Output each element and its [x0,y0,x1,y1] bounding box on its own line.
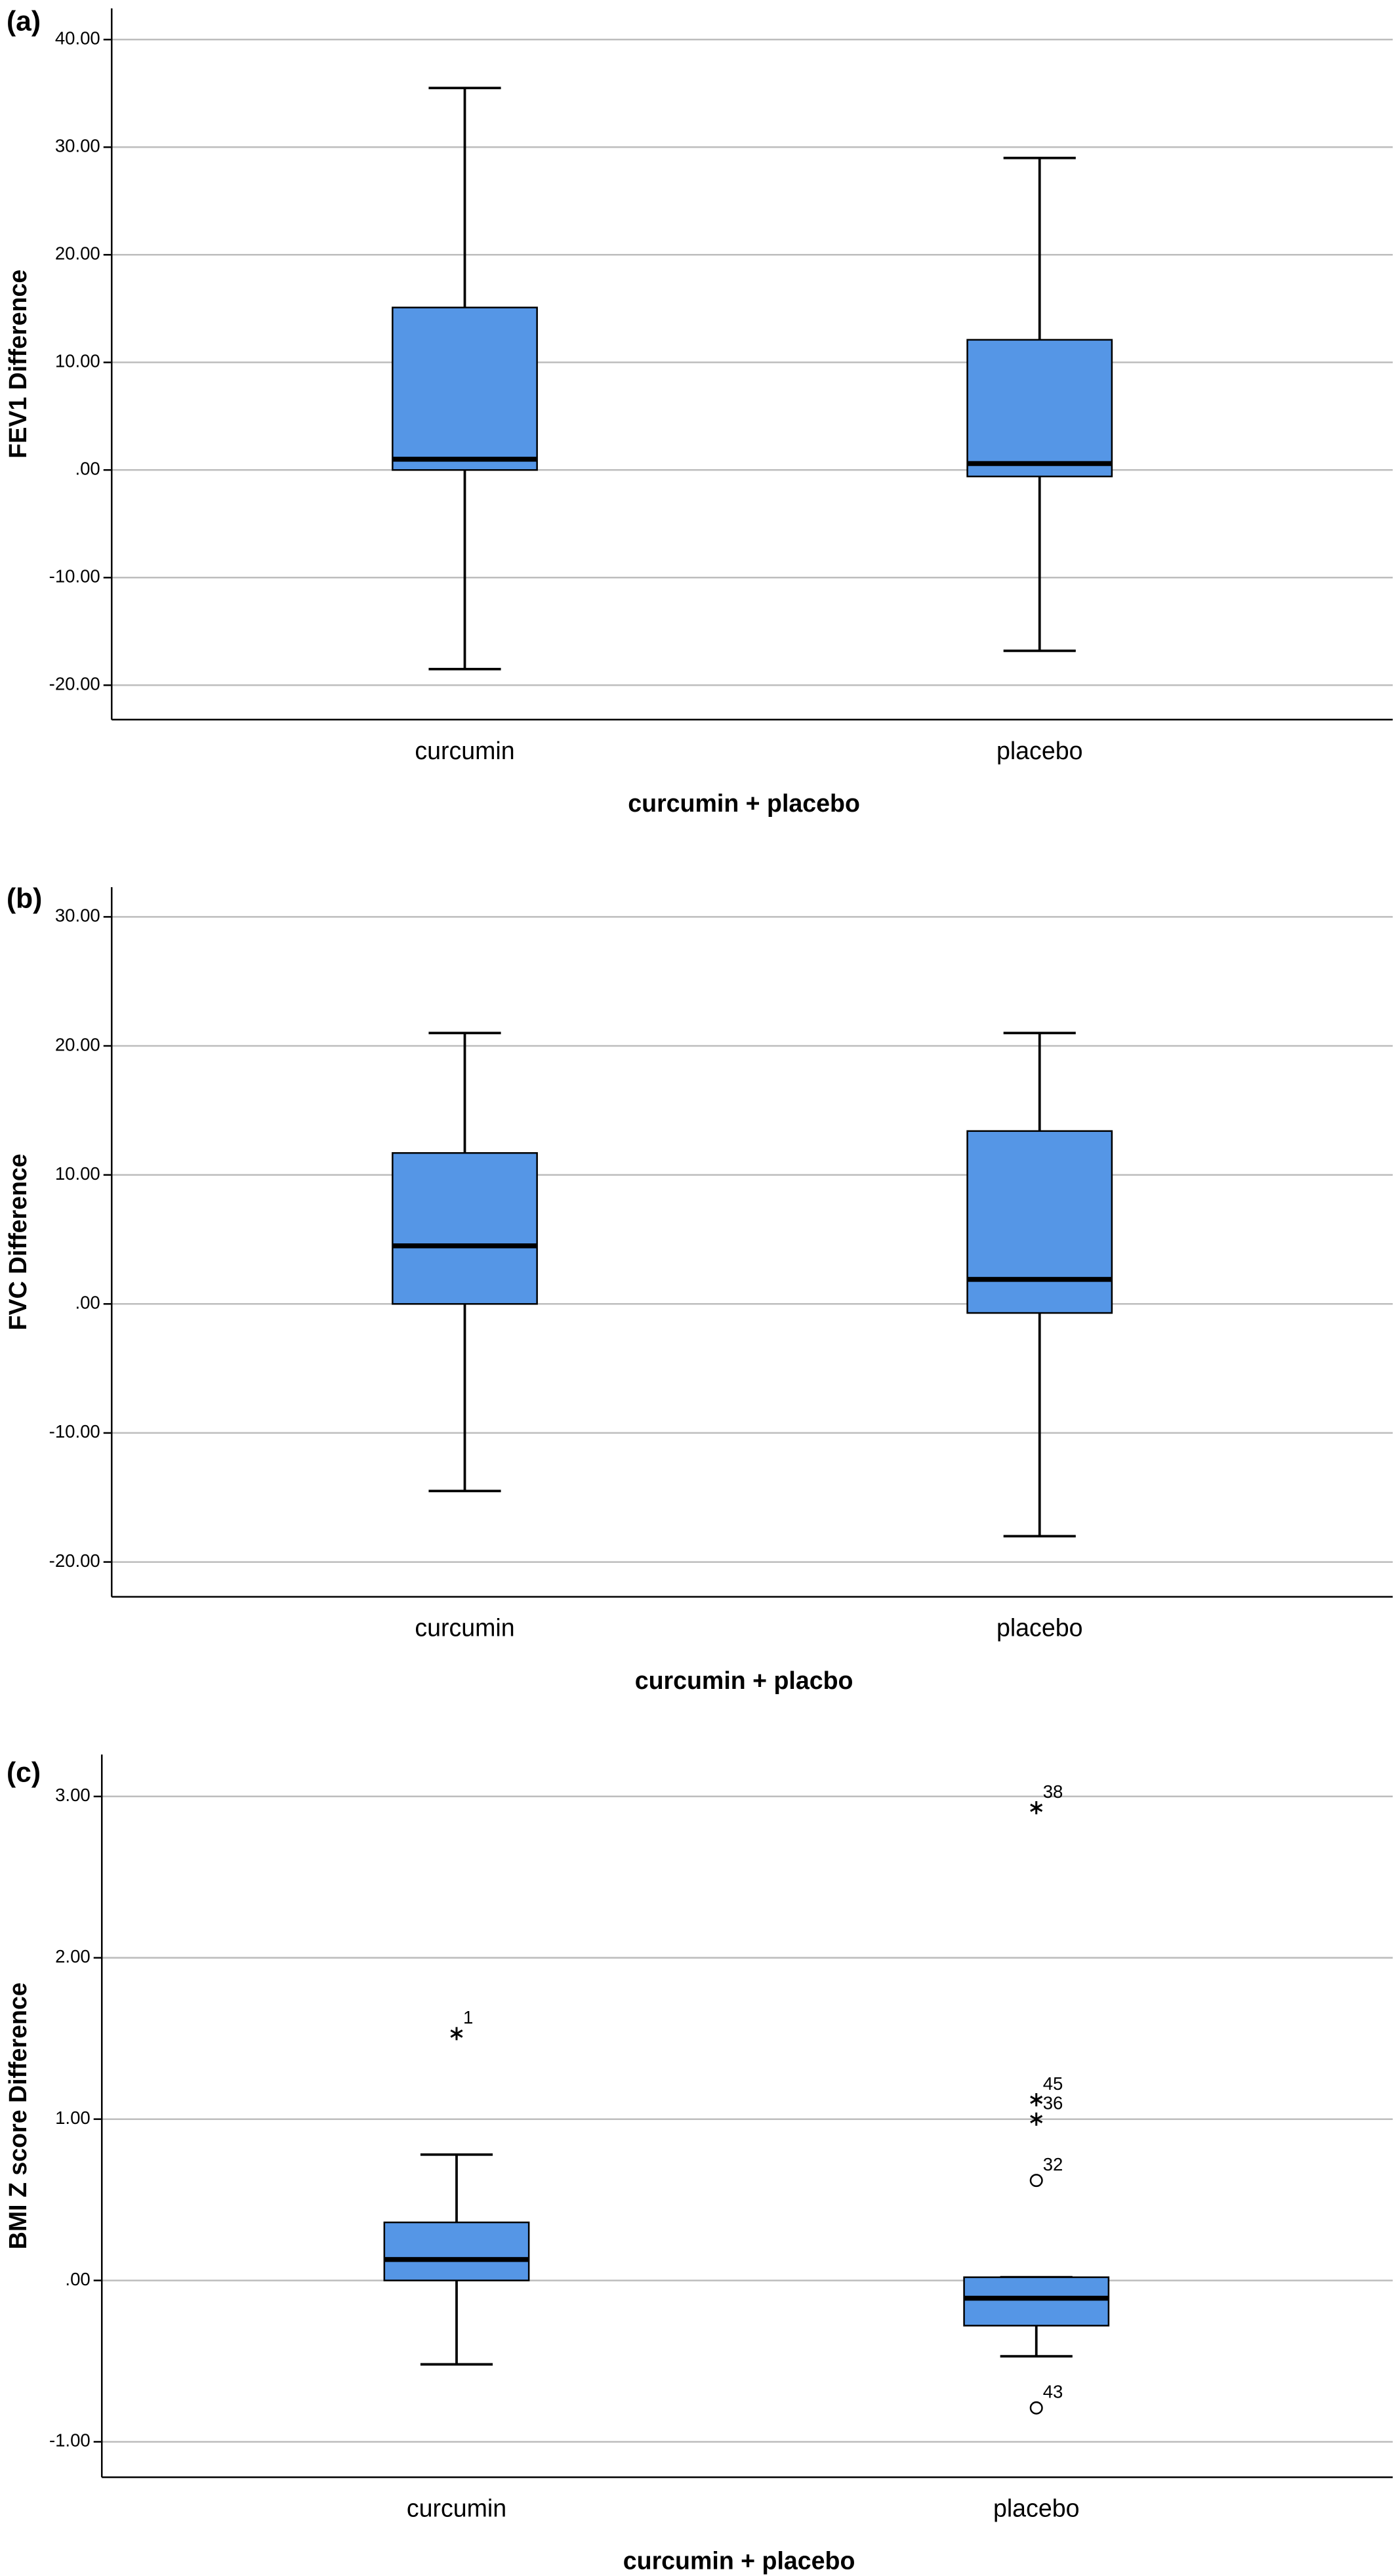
y-tick-label: .00 [75,459,100,479]
box [392,1152,538,1305]
x-axis-title: curcumin + placebo [623,2547,855,2575]
y-tick-label: 40.00 [55,28,100,49]
y-tick-label: -10.00 [49,566,100,587]
box [383,2221,530,2281]
y-tick-label: -1.00 [49,2430,91,2451]
y-tick-label: 3.00 [55,1785,91,1805]
y-tick-label: 20.00 [55,243,100,264]
outlier-label: 45 [1043,2073,1063,2094]
x-tick-label: curcumin [415,1614,514,1642]
y-tick-label: -10.00 [49,1421,100,1442]
panel-label: (c) [7,1756,41,1788]
outlier-label: 32 [1043,2154,1063,2174]
x-tick-label: placebo [996,737,1083,764]
x-tick-label: placebo [996,1614,1083,1642]
y-axis-title: FVC Difference [4,1153,31,1330]
x-tick-label: curcumin [407,2495,506,2522]
y-tick-label: 2.00 [55,1946,91,1966]
outlier-label: 36 [1043,2092,1063,2113]
y-tick-label: 20.00 [55,1034,100,1054]
box [392,306,538,471]
y-tick-label: 10.00 [55,1163,100,1184]
outlier-star [1030,1801,1043,1815]
box [966,1130,1113,1314]
y-tick-label: -20.00 [49,1550,100,1571]
outlier [1029,2174,1043,2188]
outlier-label: 38 [1043,1781,1063,1802]
x-tick-label: curcumin [415,737,514,764]
box [963,2276,1110,2327]
y-tick-label: 1.00 [55,2108,91,2128]
y-tick-label: .00 [65,2269,90,2289]
x-axis-title: curcumin + placebo [628,789,860,817]
panel-label: (b) [7,883,42,914]
outlier-star [1030,2093,1043,2107]
panel-label: (a) [7,6,41,37]
x-axis-title: curcumin + placbo [635,1667,853,1694]
outlier [1029,2401,1043,2415]
y-tick-label: -20.00 [49,674,100,694]
box [966,339,1113,478]
outlier-label: 1 [463,2007,473,2027]
y-axis-title: FEV1 Difference [4,270,31,459]
y-tick-label: 10.00 [55,351,100,371]
y-tick-label: 30.00 [55,905,100,926]
outlier-star [450,2027,463,2041]
y-axis-title: BMI Z score Difference [4,1982,31,2249]
outlier-star [1030,2112,1043,2126]
outlier-label: 43 [1043,2382,1063,2402]
y-tick-label: 30.00 [55,136,100,156]
x-tick-label: placebo [993,2495,1080,2522]
y-tick-label: .00 [75,1293,100,1313]
